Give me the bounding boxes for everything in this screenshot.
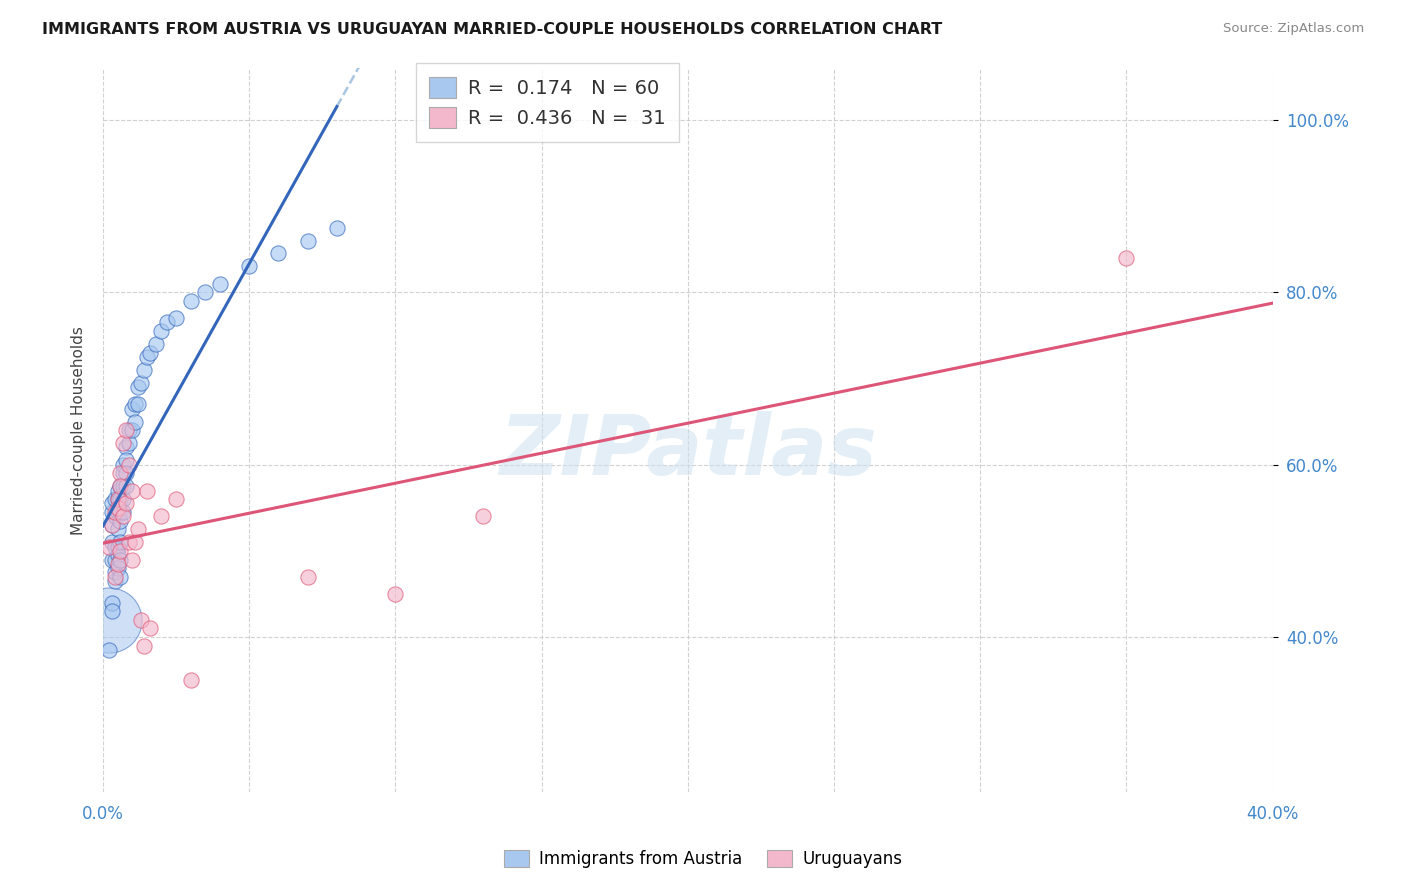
Point bbox=[112, 479, 135, 493]
Point bbox=[132, 363, 155, 377]
Point bbox=[107, 561, 129, 575]
Point bbox=[115, 423, 138, 437]
Point bbox=[110, 552, 132, 566]
Point bbox=[121, 401, 143, 416]
Point bbox=[112, 436, 135, 450]
Point bbox=[194, 285, 217, 300]
Point bbox=[107, 540, 129, 554]
Point bbox=[267, 246, 290, 260]
Point bbox=[104, 552, 127, 566]
Point bbox=[104, 574, 127, 588]
Point bbox=[121, 423, 143, 437]
Point bbox=[104, 505, 127, 519]
Point bbox=[112, 505, 135, 519]
Point bbox=[110, 505, 132, 519]
Point bbox=[97, 540, 120, 554]
Text: IMMIGRANTS FROM AUSTRIA VS URUGUAYAN MARRIED-COUPLE HOUSEHOLDS CORRELATION CHART: IMMIGRANTS FROM AUSTRIA VS URUGUAYAN MAR… bbox=[42, 22, 942, 37]
Point bbox=[118, 535, 141, 549]
Point bbox=[127, 397, 149, 411]
Point bbox=[208, 277, 231, 291]
Point bbox=[145, 337, 167, 351]
Point bbox=[104, 540, 127, 554]
Point bbox=[129, 376, 152, 390]
Point bbox=[107, 557, 129, 571]
Point bbox=[100, 496, 122, 510]
Point bbox=[115, 479, 138, 493]
Point bbox=[115, 453, 138, 467]
Point bbox=[121, 552, 143, 566]
Point bbox=[156, 315, 179, 329]
Legend: Immigrants from Austria, Uruguayans: Immigrants from Austria, Uruguayans bbox=[498, 843, 908, 875]
Point bbox=[112, 492, 135, 507]
Point bbox=[115, 441, 138, 455]
Point bbox=[110, 514, 132, 528]
Point bbox=[118, 436, 141, 450]
Point bbox=[127, 522, 149, 536]
Point bbox=[110, 479, 132, 493]
Point bbox=[127, 380, 149, 394]
Point bbox=[107, 500, 129, 515]
Point bbox=[132, 639, 155, 653]
Point bbox=[384, 587, 406, 601]
Point bbox=[165, 492, 187, 507]
Point bbox=[100, 552, 122, 566]
Point bbox=[124, 415, 146, 429]
Point bbox=[104, 570, 127, 584]
Point bbox=[110, 479, 132, 493]
Point bbox=[472, 509, 495, 524]
Point bbox=[97, 613, 120, 627]
Point bbox=[112, 509, 135, 524]
Point bbox=[115, 467, 138, 481]
Point bbox=[115, 496, 138, 510]
Point bbox=[297, 234, 319, 248]
Point bbox=[124, 535, 146, 549]
Point bbox=[104, 509, 127, 524]
Point bbox=[297, 570, 319, 584]
Point bbox=[118, 458, 141, 472]
Point bbox=[138, 345, 160, 359]
Point bbox=[326, 220, 349, 235]
Point bbox=[100, 604, 122, 618]
Point bbox=[97, 643, 120, 657]
Point bbox=[107, 483, 129, 498]
Point bbox=[238, 260, 260, 274]
Point bbox=[110, 467, 132, 481]
Point bbox=[150, 324, 173, 338]
Point bbox=[129, 613, 152, 627]
Point bbox=[110, 492, 132, 507]
Point bbox=[124, 397, 146, 411]
Point bbox=[107, 522, 129, 536]
Text: ZIPatlas: ZIPatlas bbox=[499, 411, 877, 492]
Point bbox=[100, 518, 122, 533]
Point bbox=[165, 311, 187, 326]
Point bbox=[100, 596, 122, 610]
Y-axis label: Married-couple Households: Married-couple Households bbox=[72, 326, 86, 534]
Point bbox=[138, 622, 160, 636]
Point bbox=[118, 423, 141, 437]
Point bbox=[180, 293, 202, 308]
Point bbox=[135, 483, 157, 498]
Point bbox=[107, 492, 129, 507]
Point bbox=[121, 483, 143, 498]
Point bbox=[180, 673, 202, 688]
Point bbox=[100, 518, 122, 533]
Point bbox=[112, 458, 135, 472]
Point bbox=[150, 509, 173, 524]
Point bbox=[135, 350, 157, 364]
Point bbox=[112, 467, 135, 481]
Point bbox=[110, 544, 132, 558]
Point bbox=[110, 535, 132, 549]
Point bbox=[107, 492, 129, 507]
Point bbox=[100, 505, 122, 519]
Point bbox=[110, 570, 132, 584]
Point bbox=[107, 505, 129, 519]
Point bbox=[104, 492, 127, 507]
Text: Source: ZipAtlas.com: Source: ZipAtlas.com bbox=[1223, 22, 1364, 36]
Point bbox=[104, 566, 127, 580]
Point bbox=[107, 548, 129, 562]
Point bbox=[100, 535, 122, 549]
Point bbox=[1115, 251, 1137, 265]
Legend: R =  0.174   N = 60, R =  0.436   N =  31: R = 0.174 N = 60, R = 0.436 N = 31 bbox=[416, 63, 679, 142]
